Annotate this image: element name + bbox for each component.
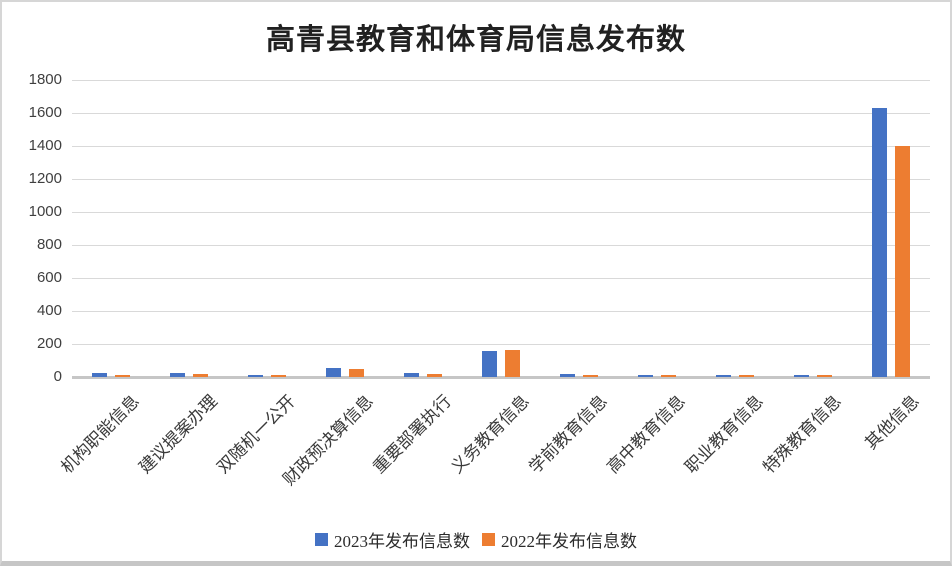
- legend: 2023年发布信息数 2022年发布信息数: [2, 527, 950, 552]
- bar-2023年: [92, 373, 107, 377]
- gridline: [72, 146, 930, 147]
- x-axis-category-label: 义务教育信息: [447, 391, 533, 478]
- y-axis-tick-label: 0: [53, 368, 62, 385]
- y-axis-tick-label: 400: [36, 302, 62, 319]
- y-axis-tick-label: 1200: [28, 170, 62, 187]
- legend-label: 2023年发布信息数: [334, 532, 470, 551]
- y-axis-tick-label: 600: [36, 269, 62, 286]
- y-axis-tick-label: 1800: [28, 71, 62, 88]
- bar-2022年: [817, 375, 832, 377]
- gridline: [72, 113, 930, 114]
- bar-2023年: [560, 373, 575, 377]
- x-axis-category-label: 特殊教育信息: [759, 391, 845, 478]
- legend-item: 2022年发布信息数: [482, 527, 637, 552]
- x-axis-category-label: 建议提案办理: [135, 391, 221, 478]
- bar-2022年: [739, 375, 754, 377]
- bar-2023年: [404, 373, 419, 377]
- bar-2023年: [482, 350, 497, 377]
- bar-2023年: [872, 108, 887, 377]
- y-axis-tick-label: 1600: [28, 104, 62, 121]
- legend-label: 2022年发布信息数: [501, 532, 637, 551]
- bar-2023年: [248, 374, 263, 377]
- gridline: [72, 278, 930, 279]
- gridline: [72, 179, 930, 180]
- bar-2023年: [170, 373, 185, 377]
- bar-2023年: [638, 375, 653, 377]
- x-axis-category-label: 高中教育信息: [603, 391, 689, 478]
- bar-2023年: [794, 375, 809, 377]
- x-axis-category-label: 机构职能信息: [57, 391, 143, 478]
- bar-2022年: [427, 373, 442, 377]
- bar-2022年: [115, 375, 130, 377]
- bar-2022年: [661, 375, 676, 377]
- bar-2023年: [326, 367, 341, 377]
- gridline: [72, 344, 930, 345]
- x-axis-category-label: 职业教育信息: [681, 391, 767, 478]
- x-axis-category-label: 其他信息: [861, 391, 923, 454]
- x-axis-category-label: 重要部署执行: [369, 391, 455, 478]
- bar-2022年: [505, 349, 520, 377]
- chart-title: 高青县教育和体育局信息发布数: [265, 24, 686, 56]
- bar-2022年: [895, 146, 910, 377]
- y-axis-tick-label: 1400: [28, 137, 62, 154]
- bar-2022年: [349, 368, 364, 377]
- legend-swatch: [482, 533, 495, 546]
- y-axis-tick-label: 1000: [28, 203, 62, 220]
- x-axis-category-label: 学前教育信息: [525, 391, 611, 478]
- bar-2022年: [583, 375, 598, 377]
- bar-2023年: [716, 374, 731, 377]
- y-axis-tick-label: 200: [36, 335, 62, 352]
- gridline: [72, 212, 930, 213]
- gridline: [72, 245, 930, 246]
- legend-item: 2023年发布信息数: [315, 527, 470, 552]
- gridline: [72, 311, 930, 312]
- x-axis-line: [72, 376, 930, 379]
- gridline: [72, 80, 930, 81]
- y-axis-tick-label: 800: [36, 236, 62, 253]
- legend-swatch: [315, 533, 328, 546]
- bar-2022年: [193, 373, 208, 377]
- bar-2022年: [271, 374, 286, 377]
